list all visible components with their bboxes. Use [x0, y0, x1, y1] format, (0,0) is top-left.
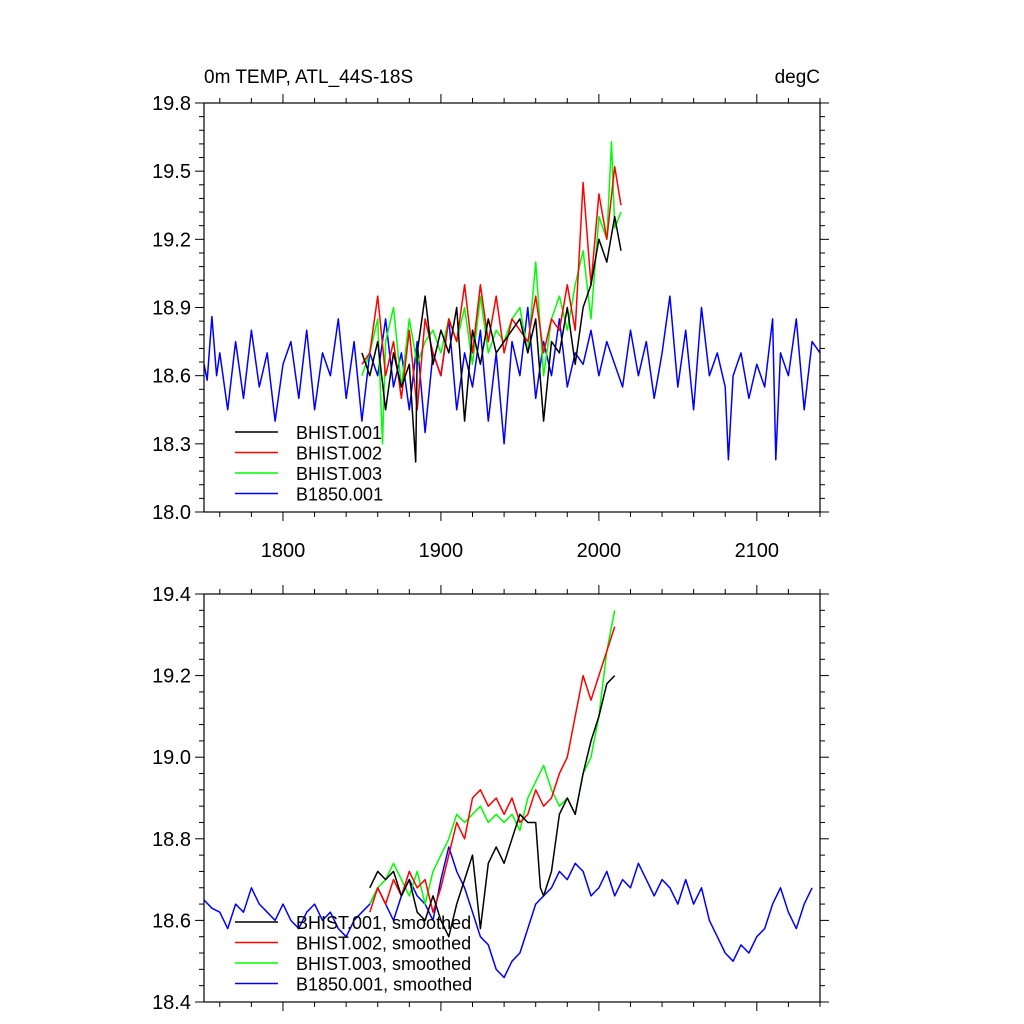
chart-title: 0m TEMP, ATL_44S-18S: [204, 67, 413, 88]
top-ytick-label: 19.2: [152, 229, 191, 251]
bottom-ytick-label: 19.0: [152, 747, 191, 769]
top-ytick-label: 19.5: [152, 161, 191, 183]
bottom-series-line-1: [369, 675, 616, 938]
bottom-legend-label: B1850.001, smoothed: [296, 975, 472, 995]
top-legend-label: BHIST.001: [296, 423, 382, 443]
top-series-line-3: [361, 140, 622, 445]
top-xtick-label: 2100: [735, 540, 780, 562]
top-series-line-4: [203, 295, 821, 461]
top-xtick-label: 1900: [419, 540, 464, 562]
top-ytick-label: 18.3: [152, 434, 191, 456]
top-legend-label: BHIST.002: [296, 444, 382, 464]
top-series-group: [203, 140, 821, 463]
bottom-series-line-4: [203, 846, 813, 979]
top-ytick-label: 18.6: [152, 366, 191, 388]
bottom-legend-label: BHIST.002, smoothed: [296, 934, 471, 954]
top-legend-label: B1850.001: [296, 485, 383, 505]
top-panel: 0m TEMP, ATL_44S-18S degC 18.0 18.3 18.6 18…: [152, 67, 829, 562]
top-series-line-1: [361, 215, 622, 463]
bottom-ytick-label: 18.8: [152, 829, 191, 851]
bottom-legend-label: BHIST.003, smoothed: [296, 954, 471, 974]
bottom-series-line-2: [369, 626, 616, 913]
top-ytick-label: 19.8: [152, 93, 191, 115]
top-ytick-label: 18.0: [152, 502, 191, 524]
top-series-line-2: [361, 165, 622, 411]
top-legend-label: BHIST.003: [296, 464, 382, 484]
bottom-series-line-3: [369, 610, 616, 905]
bottom-ytick-label: 19.2: [152, 666, 191, 688]
bottom-ytick-label: 18.6: [152, 910, 191, 932]
bottom-axes-frame: [203, 593, 821, 1003]
bottom-series-group: [203, 610, 813, 979]
bottom-ytick-label: 18.4: [152, 992, 191, 1014]
bottom-panel: 18.4 18.6 18.8 19.0 19.2 19.4 BHIST.001, smoot…: [152, 584, 829, 1014]
top-xtick-label: 2000: [577, 540, 622, 562]
bottom-legend-label: BHIST.001, smoothed: [296, 913, 471, 933]
top-ytick-label: 18.9: [152, 298, 191, 320]
units-label: degC: [775, 67, 820, 88]
top-xtick-label: 1800: [261, 540, 306, 562]
bottom-ytick-label: 19.4: [152, 584, 191, 606]
